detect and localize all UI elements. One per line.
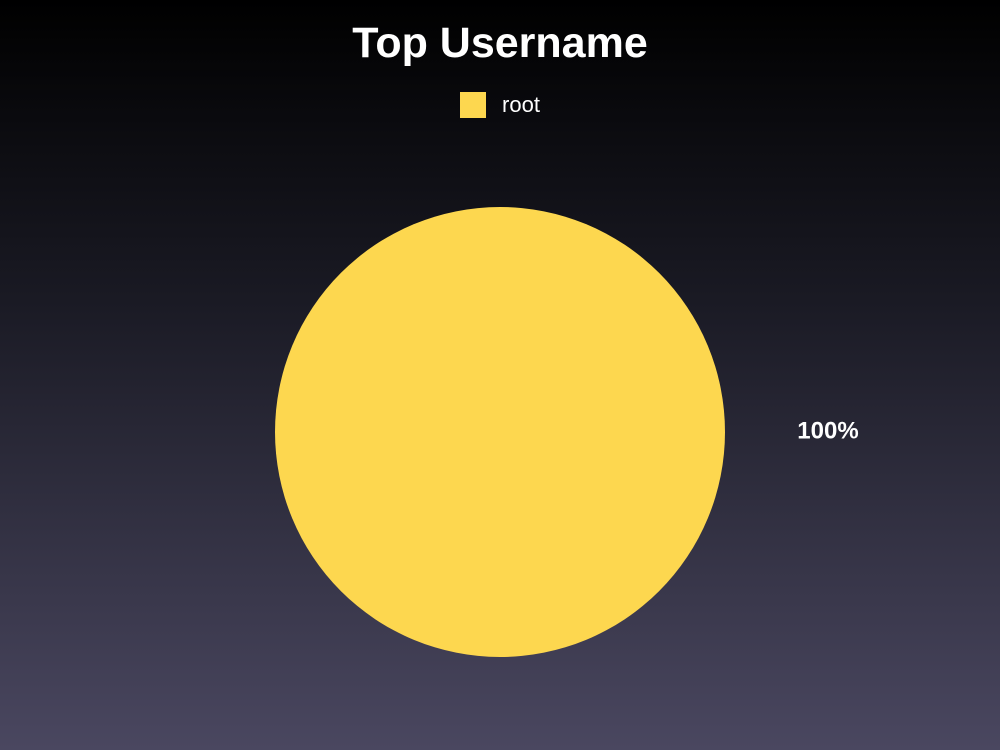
legend-item-root[interactable]: root [460, 92, 540, 118]
pie-labels: 100% [797, 417, 858, 444]
chart-title: Top Username [352, 19, 648, 67]
pie-slices [275, 207, 725, 657]
legend-swatch-root [460, 92, 487, 118]
legend: root [0, 92, 1000, 118]
pie-slice-root[interactable] [275, 207, 725, 657]
legend-label-root: root [502, 92, 540, 117]
pie-label-root: 100% [797, 417, 858, 444]
